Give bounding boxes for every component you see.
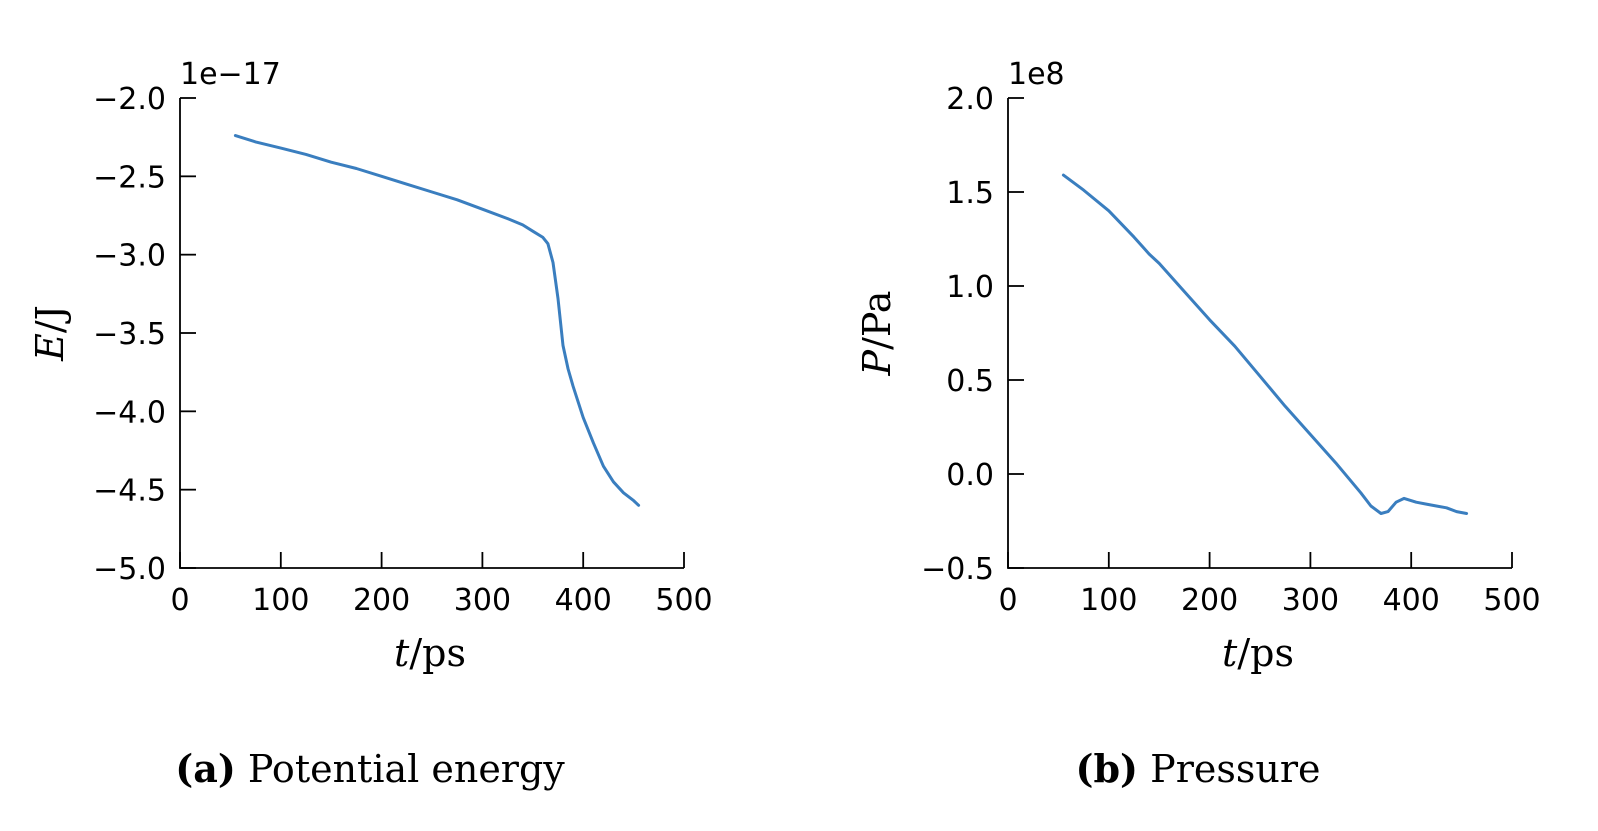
panel-a-x-tick-label: 100 xyxy=(252,583,309,618)
panel-b-caption-gap xyxy=(1138,747,1150,791)
panel-a-series-line xyxy=(233,134,641,507)
panel-b-spines xyxy=(1007,98,1512,569)
panel-a-x-tick-label: 200 xyxy=(353,583,410,618)
panel-a-x-tick-label: 300 xyxy=(454,583,511,618)
panel-a-y-tick-label: −3.5 xyxy=(93,317,166,352)
panel-a-potential-energy: 0 100 200 300 400 500 −5.0 −4.5 −4.0 −3.5 −3.0 −2.… xyxy=(28,57,713,791)
panel-b-x-label-unit: /ps xyxy=(1237,631,1294,675)
panel-a-series xyxy=(233,134,641,507)
panel-a-x-ticks: 0 100 200 300 400 500 xyxy=(170,552,713,618)
panel-a-y-tick-label: −2.0 xyxy=(93,82,166,117)
panel-b-x-tick-label: 0 xyxy=(998,583,1017,618)
panel-a-spines xyxy=(179,98,684,569)
panel-b-y-tick-label: −0.5 xyxy=(921,552,994,587)
panel-a-y-tick-label: −3.0 xyxy=(93,239,166,274)
panel-a-caption-gap xyxy=(236,747,248,791)
panel-b-y-tick-label: 0.0 xyxy=(946,458,994,493)
panel-b-x-tick-label: 200 xyxy=(1181,583,1238,618)
panel-b-x-ticks: 0 100 200 300 400 500 xyxy=(998,552,1541,618)
panel-a-y-tick-label: −4.5 xyxy=(93,474,166,509)
panel-b-caption-tag: (b) xyxy=(1076,746,1139,791)
panel-b-y-axis-label: P/Pa xyxy=(855,291,899,377)
panel-b-series-line xyxy=(1061,173,1469,515)
panel-b-x-label-var: t xyxy=(1222,631,1238,675)
panel-b-caption: (b) Pressure xyxy=(1076,746,1321,791)
panel-b-y-tick-label: 0.5 xyxy=(946,364,994,399)
panel-b-y-label-var: P xyxy=(855,348,899,376)
panel-a-y-axis-label: E/J xyxy=(28,305,72,362)
panel-a-x-tick-label: 400 xyxy=(555,583,612,618)
panel-a-x-axis-label: t/ps xyxy=(394,631,466,675)
panel-a-x-label-var: t xyxy=(394,631,410,675)
panel-a-y-tick-label: −5.0 xyxy=(93,552,166,587)
panel-a-x-tick-label: 0 xyxy=(170,583,189,618)
panel-b-y-tick-label: 2.0 xyxy=(946,82,994,117)
panel-b-y-label-unit: /Pa xyxy=(855,291,899,350)
panel-a-caption-text: Potential energy xyxy=(248,747,565,791)
panel-b-offset-text: 1e8 xyxy=(1008,57,1065,92)
panel-b-x-tick-label: 400 xyxy=(1383,583,1440,618)
panel-b-x-tick-label: 500 xyxy=(1483,583,1540,618)
panel-a-y-label-var: E xyxy=(28,333,72,362)
panel-a-y-tick-label: −4.0 xyxy=(93,395,166,430)
panel-a-caption: (a) Potential energy xyxy=(175,746,565,791)
panel-b-y-tick-label: 1.5 xyxy=(946,176,994,211)
panel-b-x-axis-label: t/ps xyxy=(1222,631,1294,675)
panel-a-offset-text: 1e−17 xyxy=(180,57,281,92)
panel-b-x-tick-label: 100 xyxy=(1080,583,1137,618)
panel-b-pressure: 0 100 200 300 400 500 −0.5 0.0 0.5 1.0 1.5 2.0 1e8… xyxy=(855,57,1541,791)
panel-a-x-label-unit: /ps xyxy=(409,631,466,675)
panel-a-x-tick-label: 500 xyxy=(655,583,712,618)
panel-b-y-ticks: −0.5 0.0 0.5 1.0 1.5 2.0 xyxy=(921,82,1024,587)
panel-a-y-tick-label: −2.5 xyxy=(93,160,166,195)
panel-b-y-tick-label: 1.0 xyxy=(946,270,994,305)
panel-a-y-ticks: −5.0 −4.5 −4.0 −3.5 −3.0 −2.5 −2.0 xyxy=(93,82,196,587)
panel-b-x-tick-label: 300 xyxy=(1282,583,1339,618)
panel-b-series xyxy=(1061,173,1469,515)
panel-b-caption-text: Pressure xyxy=(1150,747,1320,791)
panel-a-y-label-unit: /J xyxy=(28,305,72,333)
panel-a-caption-tag: (a) xyxy=(175,746,236,791)
